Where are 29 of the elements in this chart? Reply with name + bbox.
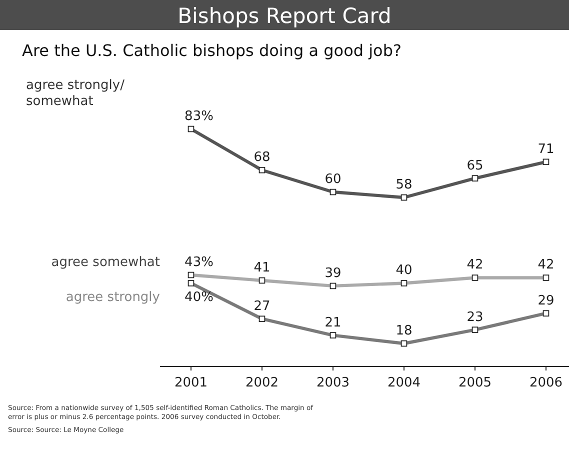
data-label: 42 xyxy=(466,258,484,273)
data-label: 71 xyxy=(538,142,554,157)
x-tick-label: 2004 xyxy=(387,376,421,390)
data-label: 41 xyxy=(254,260,270,276)
data-label: 18 xyxy=(396,324,412,338)
text: agree strongly/ somewhat xyxy=(26,78,126,109)
data-label: 40 xyxy=(396,263,412,278)
data-label: 40% xyxy=(184,290,214,306)
text: agree somewhat xyxy=(51,255,160,270)
data-label: 68 xyxy=(254,150,270,166)
x-tick-label: 2006 xyxy=(529,376,563,390)
data-label: 42 xyxy=(538,258,554,273)
x-tick-label: 2003 xyxy=(316,376,350,390)
data-label: 39 xyxy=(324,266,342,281)
data-label: 60 xyxy=(324,172,342,188)
data-label: 29 xyxy=(538,293,554,308)
chart-title: Bishops Report Card xyxy=(178,4,392,28)
x-tick-label: 2002 xyxy=(245,376,279,390)
data-label: 83% xyxy=(184,109,214,124)
data-label: 43% xyxy=(184,255,214,270)
data-label: 65 xyxy=(466,158,484,174)
x-tick-label: 2001 xyxy=(174,376,208,390)
chart-subtitle: Are the U.S. Catholic bishops doing a good job? xyxy=(22,41,402,60)
text: agree strongly xyxy=(66,290,160,306)
data-label: 21 xyxy=(324,315,342,330)
x-tick-label: 2005 xyxy=(458,376,492,390)
data-label: 58 xyxy=(396,178,412,192)
data-label: 23 xyxy=(466,310,484,325)
data-label: 27 xyxy=(254,298,270,314)
